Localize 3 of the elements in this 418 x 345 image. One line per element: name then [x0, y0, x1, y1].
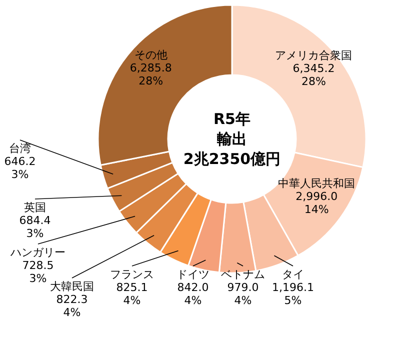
title: R5年 [214, 110, 250, 128]
annotation: 2兆2350億円 [183, 150, 281, 168]
subtitle: 輸出 [217, 130, 247, 148]
